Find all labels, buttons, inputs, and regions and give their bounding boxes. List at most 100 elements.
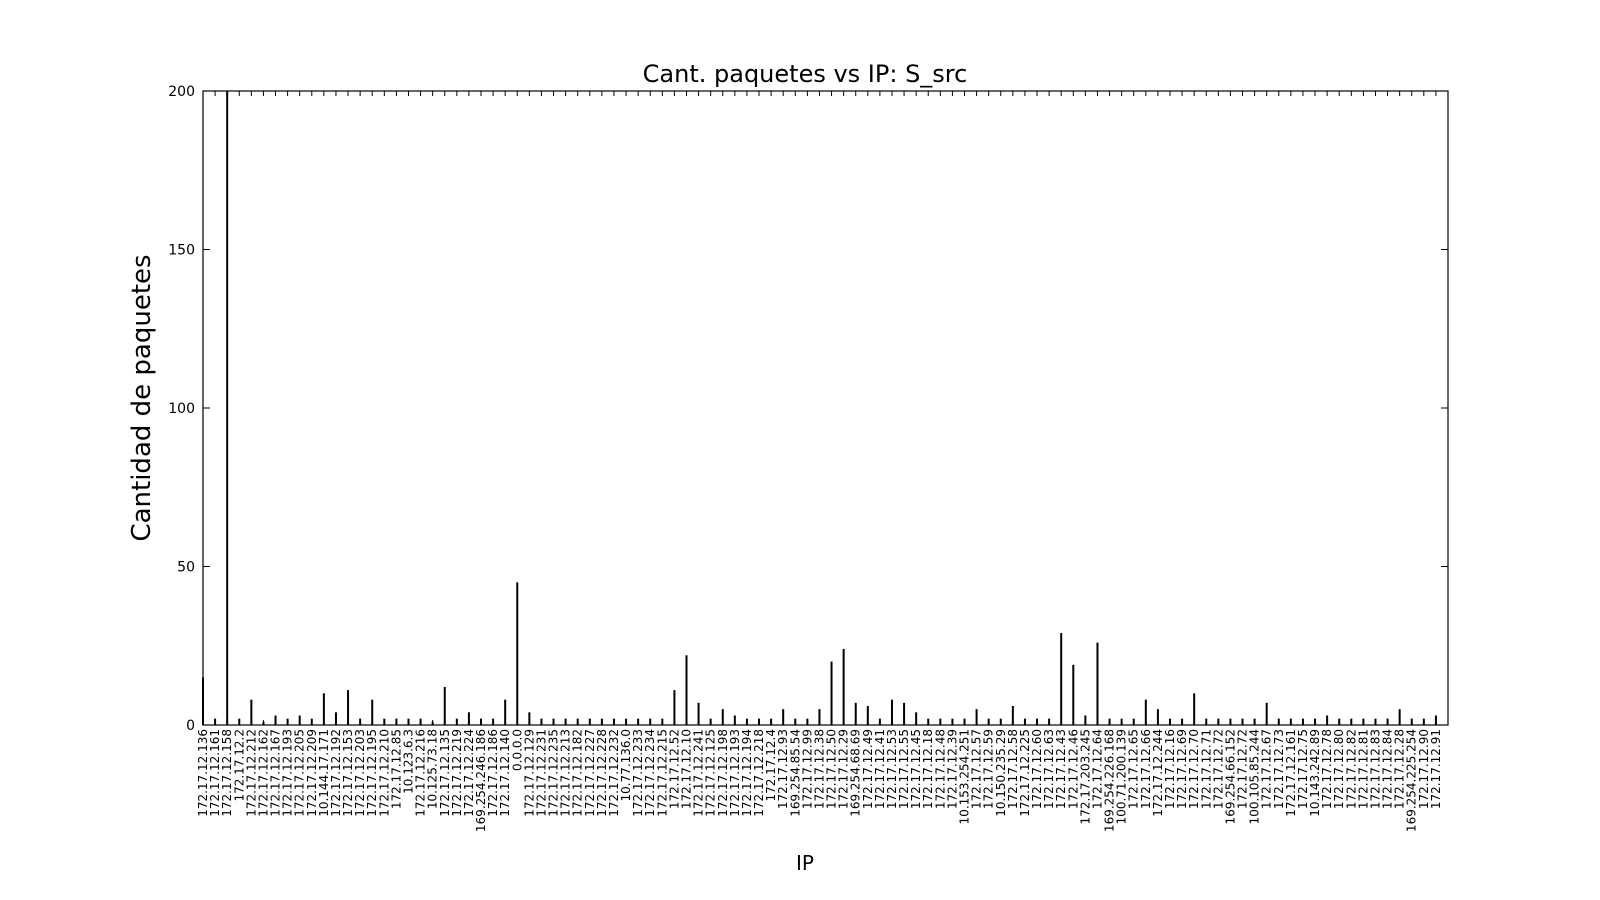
x-tick-label: 172.17.12.73 [1272, 729, 1286, 809]
x-tick-label: 100.105.85.244 [1248, 729, 1262, 824]
x-tick-label: 172.17.12.203 [353, 729, 367, 817]
x-tick-label: 172.17.12.57 [970, 729, 984, 809]
x-tick-label: 172.17.12.43 [1054, 729, 1068, 809]
bar [1398, 709, 1401, 725]
bar [890, 699, 893, 725]
x-tick-label: 172.17.12.64 [1090, 729, 1104, 809]
x-tick-label: 172.17.12.228 [595, 729, 609, 817]
x-tick-label: 172.17.12.72 [1236, 729, 1250, 809]
bar [371, 699, 374, 725]
x-tick-label: 10.123.6.3 [401, 729, 415, 794]
x-tick-label: 172.17.12.53 [885, 729, 899, 809]
x-tick-label: 172.17.12.140 [498, 729, 512, 817]
x-tick-label: 172.17.12.71 [1199, 729, 1213, 809]
x-tick-label: 172.17.12.48 [933, 729, 947, 809]
x-axis-title: IP [796, 851, 814, 875]
x-tick-label: 172.17.12.182 [571, 729, 585, 817]
x-tick-label: 172.17.12.65 [1127, 729, 1141, 809]
x-tick-label: 169.254.85.54 [788, 729, 802, 817]
x-tick-label: 172.17.12.38 [812, 729, 826, 809]
x-tick-label: 172.17.12.78 [1320, 729, 1334, 809]
x-tick-label: 169.254.66.152 [1223, 729, 1237, 824]
y-tick-label: 0 [186, 718, 195, 734]
x-tick-label: 172.17.12.129 [522, 729, 536, 817]
x-tick-label: 172.17.12.231 [534, 729, 548, 817]
x-tick-label: 172.17.12.84 [1381, 729, 1395, 809]
x-tick-label: 172.17.12.49 [861, 729, 875, 809]
bar [516, 582, 519, 725]
bar [1156, 709, 1159, 725]
x-tick-label: 172.17.12.45 [909, 729, 923, 809]
x-tick-label: 172.17.12.232 [607, 729, 621, 817]
bar [1072, 664, 1075, 725]
y-axis-title: Cantidad de paquetes [127, 254, 157, 541]
y-tick-label: 150 [168, 243, 195, 259]
x-tick-label: 172.17.12.66 [1139, 729, 1153, 809]
x-tick-label: 172.17.12.225 [1018, 729, 1032, 817]
x-tick-label: 10.77.136.0 [619, 729, 633, 802]
bar [854, 702, 857, 725]
bar [842, 648, 845, 725]
x-tick-label: 172.17.12.82 [1344, 729, 1358, 809]
x-tick-label: 172.17.12.83 [1368, 729, 1382, 809]
x-tick-label: 172.17.12.209 [305, 729, 319, 817]
x-tick-label: 172.17.12.244 [1151, 729, 1165, 817]
bar [347, 690, 350, 725]
x-tick-label: 172.17.12.2 [232, 729, 246, 802]
x-tick-label: 172.17.12.125 [704, 729, 718, 817]
x-tick-label: 0.0.0.0 [510, 729, 524, 771]
x-tick-label: 172.17.12.161 [1284, 729, 1298, 817]
x-tick-label: 172.17.12.205 [293, 729, 307, 817]
x-tick-label: 172.17.12.227 [583, 729, 597, 817]
x-tick-label: 172.17.12.198 [716, 729, 730, 817]
bar [685, 655, 688, 725]
x-tick-label: 172.17.12.233 [631, 729, 645, 817]
bar [250, 699, 253, 725]
x-tick-label: 10.125.73.18 [426, 729, 440, 809]
x-tick-label: 172.17.12.39 [945, 729, 959, 809]
bar [443, 686, 446, 725]
x-tick-label: 172.17.12.212 [244, 729, 258, 817]
x-tick-label: 172.17.12.41 [873, 729, 887, 809]
x-tick-label: 100.71.200.139 [1115, 729, 1129, 824]
x-tick-label: 172.17.12.161 [208, 729, 222, 817]
x-tick-label: 172.17.12.99 [800, 729, 814, 809]
x-tick-label: 172.17.12.193 [281, 729, 295, 817]
x-tick-label: 172.17.12.167 [269, 729, 283, 817]
x-tick-label: 172.17.12.213 [559, 729, 573, 817]
bar [504, 699, 507, 725]
x-tick-label: 172.17.12.4 [764, 729, 778, 802]
x-tick-label: 172.17.203.245 [1078, 729, 1092, 824]
x-tick-label: 172.17.12.70 [1187, 729, 1201, 809]
x-tick-label: 169.254.226.168 [1103, 729, 1117, 832]
bar [721, 709, 724, 725]
bar [528, 712, 531, 725]
x-tick-label: 172.17.12.195 [365, 729, 379, 817]
x-tick-label: 172.17.12.158 [220, 729, 234, 817]
bar [1011, 705, 1014, 725]
x-tick-label: 172.17.12.90 [1417, 729, 1431, 809]
y-tick-label: 100 [168, 401, 195, 417]
x-tick-label: 172.17.12.219 [450, 729, 464, 817]
x-tick-label: 169.254.246.186 [474, 729, 488, 832]
x-tick-label: 172.17.12.215 [655, 729, 669, 817]
x-tick-label: 172.17.12.50 [825, 729, 839, 809]
bar [322, 693, 325, 725]
bar [697, 702, 700, 725]
bar [226, 91, 229, 725]
x-tick-label: 172.17.12.63 [1042, 729, 1056, 809]
x-tick-label: 172.17.12.28 [1393, 729, 1407, 809]
x-tick-label: 172.17.12.218 [752, 729, 766, 817]
plot-frame [202, 90, 1449, 726]
bar [467, 712, 470, 725]
x-tick-label: 172.17.12.80 [1332, 729, 1346, 809]
x-tick-label: 172.17.12.72 [1211, 729, 1225, 809]
bar [830, 661, 833, 725]
x-tick-label: 172.17.12.136 [196, 729, 210, 817]
x-tick-label: 172.17.12.59 [982, 729, 996, 809]
x-tick-label: 172.17.12.60 [1030, 729, 1044, 809]
bar [1144, 699, 1147, 725]
x-tick-label: 172.17.12.186 [486, 729, 500, 817]
x-tick-label: 172.17.12.241 [692, 729, 706, 817]
